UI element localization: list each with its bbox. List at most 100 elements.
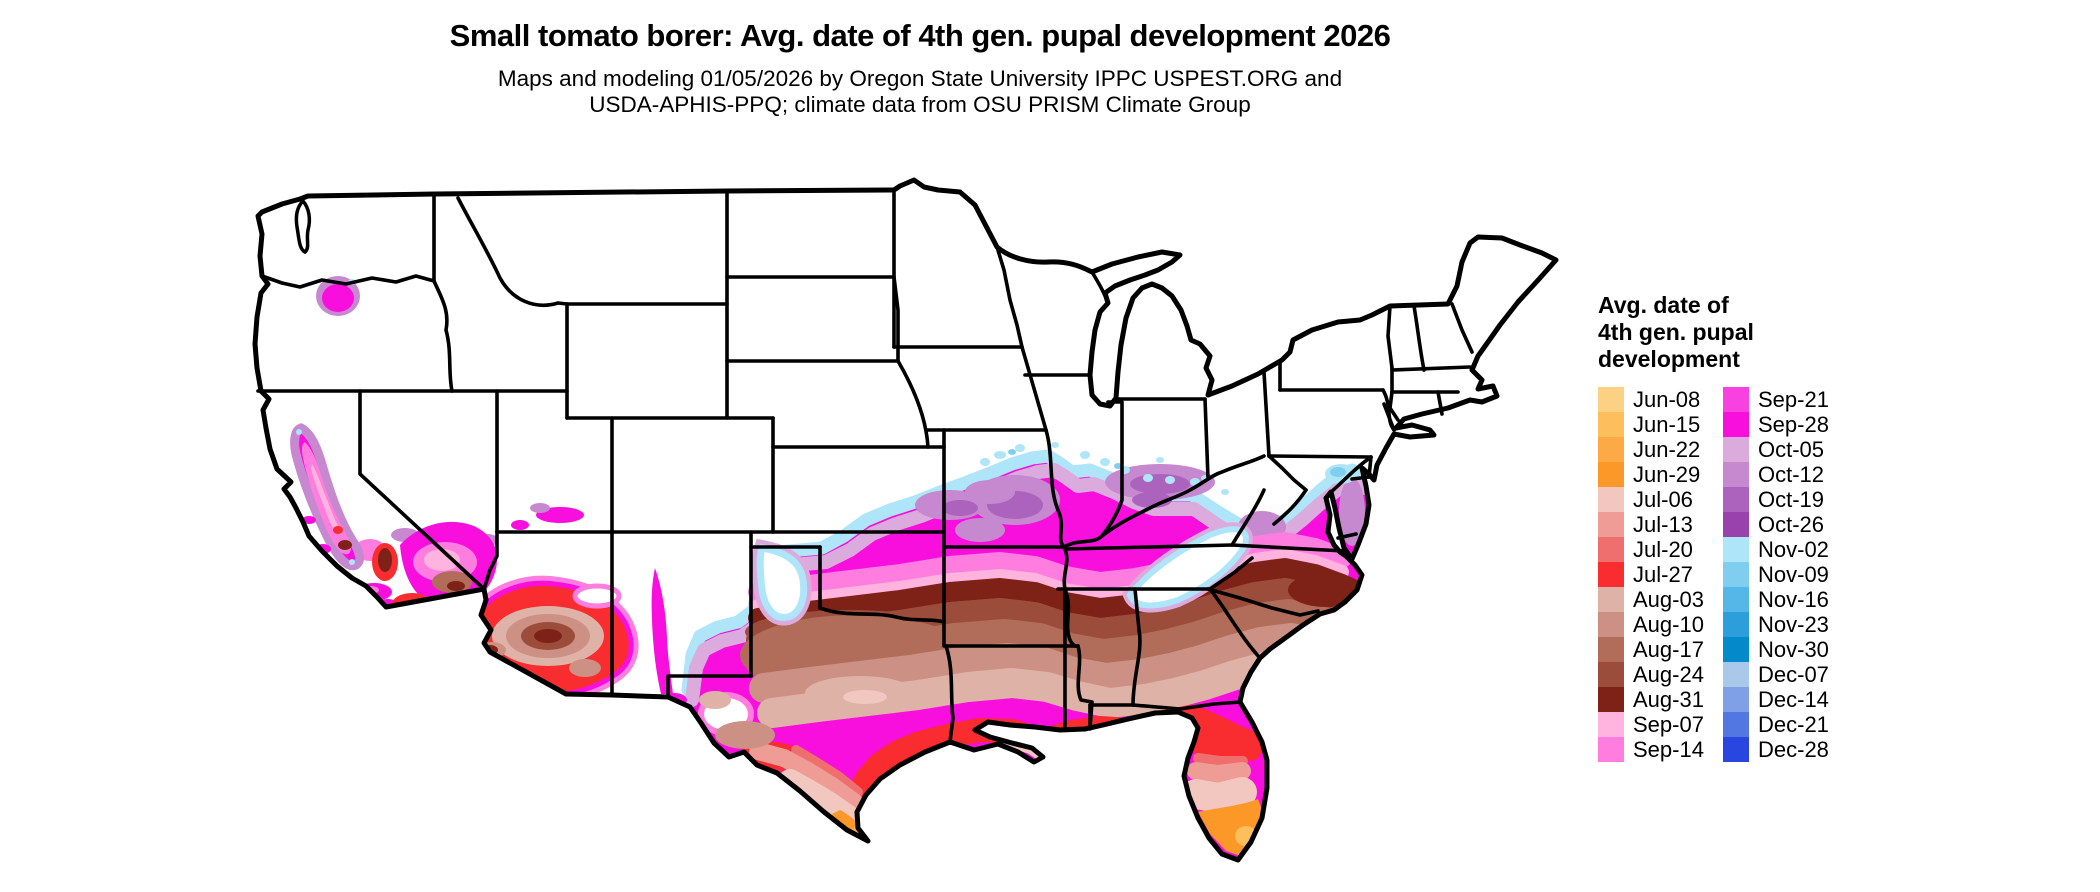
legend-label: Aug-24 xyxy=(1633,661,1704,687)
legend-label: Dec-14 xyxy=(1758,686,1829,712)
legend-swatch xyxy=(1723,462,1749,487)
us-outline xyxy=(252,177,1559,863)
legend-row: Oct-19 xyxy=(1723,487,1829,512)
legend-row: Oct-05 xyxy=(1723,437,1829,462)
nc-coastal-dark xyxy=(1288,573,1364,607)
legend-row: Jul-13 xyxy=(1598,512,1723,537)
band-sep14 xyxy=(748,532,1352,602)
legend-label: Aug-03 xyxy=(1633,586,1704,612)
legend-swatch xyxy=(1598,612,1624,637)
legend-swatch xyxy=(1598,662,1624,687)
legend-label: Dec-21 xyxy=(1758,711,1829,737)
legend-swatch xyxy=(1723,537,1749,562)
legend-row: Jul-27 xyxy=(1598,562,1723,587)
legend-row: Nov-23 xyxy=(1723,612,1829,637)
legend-label: Nov-16 xyxy=(1758,586,1829,612)
legend-swatch xyxy=(1723,637,1749,662)
legend-title: Avg. date of 4th gen. pupal development xyxy=(1598,292,1829,373)
sj-valley-dark xyxy=(338,540,352,550)
legend-row: Aug-03 xyxy=(1598,587,1723,612)
legend-row: Sep-28 xyxy=(1723,412,1829,437)
edwards-core xyxy=(843,690,887,704)
legend-swatch xyxy=(1723,437,1749,462)
raster-layers xyxy=(290,276,1390,860)
band-aug10 xyxy=(749,623,1367,703)
band-jul13-fl xyxy=(1187,762,1251,784)
legend-label: Nov-30 xyxy=(1758,636,1829,662)
figure-header: Small tomato borer: Avg. date of 4th gen… xyxy=(0,0,1840,118)
legend-row: Jun-08 xyxy=(1598,387,1723,412)
legend-label: Sep-07 xyxy=(1633,711,1704,737)
legend-label: Jun-08 xyxy=(1633,386,1701,412)
snv-pale xyxy=(424,549,460,571)
death-valley-dark xyxy=(378,548,392,572)
legend-row: Sep-14 xyxy=(1598,737,1723,762)
legend-row: Nov-16 xyxy=(1723,587,1829,612)
legend-title-line: Avg. date of xyxy=(1598,292,1729,318)
legend-swatch xyxy=(1598,562,1624,587)
legend-row: Sep-21 xyxy=(1723,387,1829,412)
imperial-dark xyxy=(449,637,471,649)
legend-label: Jun-29 xyxy=(1633,461,1701,487)
imperial-ring xyxy=(411,609,489,655)
band-jul06-fl xyxy=(1181,777,1257,814)
legend-row: Dec-21 xyxy=(1723,712,1829,737)
legend-label: Jul-27 xyxy=(1633,561,1693,587)
legend-swatch xyxy=(1598,512,1624,537)
central-valley-core xyxy=(311,464,342,535)
band-jul06-tx xyxy=(778,769,860,829)
legend-column-2: Sep-21 Sep-28 Oct-05 Oct-12 Oct-19 Oct-2… xyxy=(1723,387,1829,762)
legend-row: Sep-07 xyxy=(1598,712,1723,737)
valley-cyan xyxy=(296,429,302,435)
phoenix-core xyxy=(534,629,562,643)
cyan-speckles xyxy=(980,442,1357,495)
legend-row: Jul-20 xyxy=(1598,537,1723,562)
purple-patch xyxy=(942,500,978,516)
legend-row: Aug-10 xyxy=(1598,612,1723,637)
puget-sound xyxy=(294,198,312,255)
wtx-brown xyxy=(699,691,731,709)
mogollon-white xyxy=(572,583,622,609)
canyon-purple xyxy=(530,503,550,513)
legend-row: Jun-15 xyxy=(1598,412,1723,437)
legend-label: Jun-15 xyxy=(1633,411,1701,437)
legend-swatch xyxy=(1598,712,1624,737)
purple-patch xyxy=(965,480,1015,504)
legend-swatch xyxy=(1598,387,1624,412)
legend-row: Jul-06 xyxy=(1598,487,1723,512)
legend-label: Oct-26 xyxy=(1758,511,1825,537)
legend-row: Nov-02 xyxy=(1723,537,1829,562)
subtitle: Maps and modeling 01/05/2026 by Oregon S… xyxy=(0,66,1840,118)
valley-cyan xyxy=(349,559,355,565)
legend-row: Aug-24 xyxy=(1598,662,1723,687)
legend-row: Jun-22 xyxy=(1598,437,1723,462)
legend-swatch xyxy=(1598,537,1624,562)
legend-swatch xyxy=(1598,587,1624,612)
legend-swatch xyxy=(1598,737,1624,762)
legend-swatch xyxy=(1598,412,1624,437)
legend-row: Oct-12 xyxy=(1723,462,1829,487)
legend-swatch xyxy=(1723,687,1749,712)
legend-label: Oct-19 xyxy=(1758,486,1825,512)
legend-swatch xyxy=(1723,412,1749,437)
legend-label: Sep-28 xyxy=(1758,411,1829,437)
legend-label: Dec-28 xyxy=(1758,736,1829,762)
columbia-magenta xyxy=(322,284,354,312)
legend-row: Aug-17 xyxy=(1598,637,1723,662)
legend-label: Sep-21 xyxy=(1758,386,1829,412)
legend-label: Jul-06 xyxy=(1633,486,1693,512)
legend-title-line: 4th gen. pupal xyxy=(1598,319,1754,345)
legend-swatch xyxy=(1598,487,1624,512)
legend-row: Dec-07 xyxy=(1723,662,1829,687)
band-jul13-tx xyxy=(749,742,863,811)
legend-label: Oct-05 xyxy=(1758,436,1825,462)
legend-swatch xyxy=(1598,637,1624,662)
legend-row: Aug-31 xyxy=(1598,687,1723,712)
legend-label: Aug-10 xyxy=(1633,611,1704,637)
legend: Avg. date of 4th gen. pupal development … xyxy=(1598,292,1829,762)
legend-label: Dec-07 xyxy=(1758,661,1829,687)
legend-row: Dec-28 xyxy=(1723,737,1829,762)
snv-dark xyxy=(447,581,465,591)
big-bend-brown xyxy=(715,721,775,749)
